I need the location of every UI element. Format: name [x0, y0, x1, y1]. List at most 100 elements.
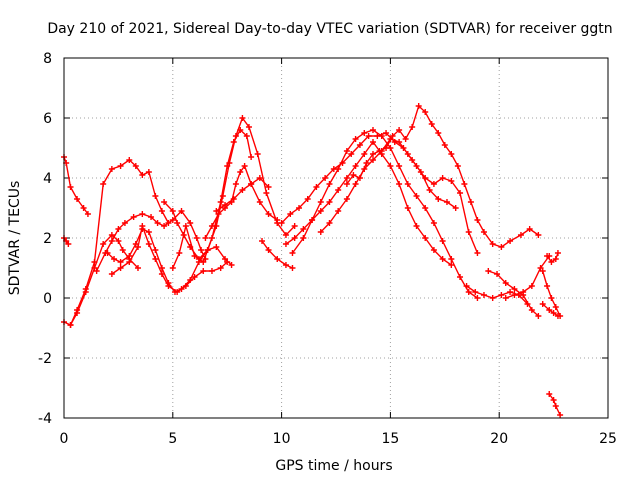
- data-point-marker: [489, 241, 496, 247]
- data-point-marker: [343, 196, 350, 202]
- data-point-marker: [104, 250, 111, 256]
- data-point-marker: [335, 187, 342, 193]
- data-point-marker: [265, 211, 272, 217]
- data-point-marker: [230, 139, 237, 145]
- series-track-02: [61, 235, 72, 247]
- series-trace: [63, 234, 139, 326]
- data-point-marker: [213, 208, 220, 214]
- data-point-marker: [256, 175, 263, 181]
- series-track-10: [202, 163, 281, 241]
- data-point-marker: [528, 307, 535, 313]
- y-tick-label: 6: [43, 111, 52, 127]
- data-point-marker: [282, 241, 289, 247]
- data-point-marker: [152, 247, 159, 253]
- data-point-marker: [126, 253, 133, 259]
- x-tick-label: 20: [490, 431, 508, 447]
- data-point-marker: [217, 199, 224, 205]
- y-axis-label: SDTVAR / TECUs: [7, 181, 23, 296]
- series-track-14: [282, 139, 455, 268]
- data-point-marker: [363, 160, 370, 166]
- data-point-marker: [498, 292, 505, 298]
- data-point-marker: [139, 223, 146, 229]
- data-point-marker: [193, 235, 200, 241]
- data-point-marker: [134, 265, 141, 271]
- data-point-marker: [383, 145, 390, 151]
- y-tick-labels: -4 -2 0 2 4 6 8: [38, 51, 52, 427]
- series-track-13: [278, 130, 459, 226]
- data-point-marker: [452, 205, 459, 211]
- data-point-marker: [422, 109, 429, 115]
- data-point-marker: [174, 220, 181, 226]
- data-point-marker: [554, 313, 561, 319]
- data-point-marker: [413, 223, 420, 229]
- data-point-marker: [435, 130, 442, 136]
- data-point-marker: [550, 310, 557, 316]
- data-point-marker: [230, 196, 237, 202]
- data-point-marker: [239, 187, 246, 193]
- data-point-marker: [117, 163, 124, 169]
- data-point-marker: [232, 181, 239, 187]
- data-point-marker: [154, 220, 161, 226]
- data-point-marker: [148, 214, 155, 220]
- series-track-06: [104, 226, 235, 295]
- data-point-marker: [535, 232, 542, 238]
- data-point-marker: [237, 169, 244, 175]
- data-point-marker: [237, 127, 244, 133]
- series-trace: [163, 116, 296, 261]
- data-point-marker: [326, 220, 333, 226]
- data-point-marker: [350, 172, 357, 178]
- data-point-marker: [208, 268, 215, 274]
- data-point-marker: [517, 232, 524, 238]
- data-point-marker: [187, 220, 194, 226]
- data-point-marker: [539, 301, 546, 307]
- data-point-marker: [265, 184, 272, 190]
- data-point-marker: [526, 226, 533, 232]
- data-point-marker: [448, 262, 455, 268]
- data-point-marker: [191, 274, 198, 280]
- series-track-11: [213, 175, 272, 214]
- x-tick-label: 15: [381, 431, 399, 447]
- data-point-marker: [326, 199, 333, 205]
- data-point-marker: [413, 163, 420, 169]
- data-point-marker: [396, 127, 403, 133]
- data-point-marker: [430, 220, 437, 226]
- data-point-marker: [241, 163, 248, 169]
- data-point-marker: [108, 271, 115, 277]
- data-point-marker: [439, 238, 446, 244]
- data-point-marker: [121, 220, 128, 226]
- series-track-07: [108, 223, 231, 295]
- series-trace: [204, 164, 278, 239]
- data-point-marker: [263, 190, 270, 196]
- data-point-marker: [485, 268, 492, 274]
- data-point-marker: [352, 181, 359, 187]
- data-point-marker: [465, 229, 472, 235]
- data-point-marker: [132, 163, 139, 169]
- data-point-marker: [274, 256, 281, 262]
- data-point-marker: [430, 181, 437, 187]
- series-trace: [542, 303, 559, 317]
- data-point-marker: [208, 235, 215, 241]
- data-point-marker: [217, 265, 224, 271]
- data-point-marker: [480, 229, 487, 235]
- data-point-marker: [511, 286, 518, 292]
- x-tick-label: 10: [273, 431, 291, 447]
- series-trace: [261, 240, 293, 269]
- data-point-marker: [245, 124, 252, 130]
- data-point-marker: [428, 121, 435, 127]
- data-point-marker: [502, 280, 509, 286]
- data-point-marker: [296, 205, 303, 211]
- series-track-17: [343, 103, 542, 250]
- data-point-marker: [502, 295, 509, 301]
- series-track-22: [544, 250, 561, 265]
- data-point-marker: [108, 166, 115, 172]
- data-point-marker: [422, 205, 429, 211]
- data-point-marker: [396, 181, 403, 187]
- data-point-marker: [552, 403, 559, 409]
- series-track-19: [485, 268, 542, 319]
- data-point-marker: [389, 133, 396, 139]
- data-point-marker: [139, 172, 146, 178]
- data-point-marker: [369, 151, 376, 157]
- data-point-marker: [361, 151, 368, 157]
- series-track-15: [289, 127, 481, 301]
- data-point-marker: [422, 235, 429, 241]
